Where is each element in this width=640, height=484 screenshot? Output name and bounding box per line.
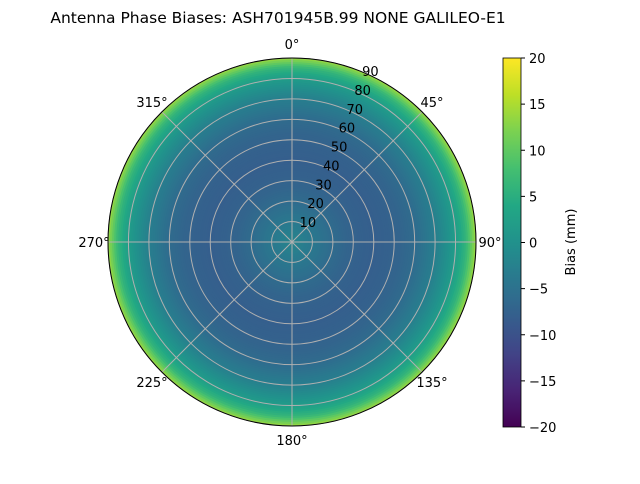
theta-gridline: [161, 241, 293, 373]
colorbar: [502, 57, 522, 428]
r-tick-label: 90: [362, 65, 379, 80]
theta-tick-label: 315°: [136, 96, 167, 111]
theta-tick-label: 0°: [285, 38, 300, 53]
colorbar-tick-label: −5: [529, 283, 548, 298]
theta-gridline: [161, 111, 293, 243]
r-tick-label: 20: [307, 197, 324, 212]
chart-title: Antenna Phase Biases: ASH701945B.99 NONE…: [50, 9, 505, 27]
theta-gridline: [291, 111, 423, 243]
polar-grid: [107, 57, 477, 427]
colorbar-tick-label: 15: [529, 98, 546, 113]
theta-tick-label: 225°: [136, 376, 167, 391]
polar-frame: [107, 57, 477, 427]
theta-gridline: [291, 241, 423, 373]
r-tick-label: 70: [346, 103, 363, 118]
theta-tick-labels: 0° 45° 90° 135° 180° 225° 270° 315°: [78, 38, 501, 449]
r-tick-label: 50: [331, 141, 348, 156]
r-tick-label: 60: [339, 122, 356, 137]
theta-tick-label: 270°: [78, 236, 109, 251]
r-tick-label: 30: [315, 178, 332, 193]
colorbar-label: Bias (mm): [564, 209, 579, 276]
colorbar-tick-label: 20: [529, 52, 546, 67]
colorbar-tick-label: 10: [529, 144, 546, 159]
theta-tick-label: 90°: [478, 236, 501, 251]
colorbar-tick-label: 0: [529, 237, 537, 252]
colorbar-ticks: 20 15 10 5 0 −5 −10 −15 −20: [521, 52, 556, 436]
r-tick-label: 40: [323, 159, 340, 174]
theta-tick-label: 45°: [420, 96, 443, 111]
r-tick-label: 10: [300, 216, 317, 231]
colorbar-tick-label: −10: [529, 329, 556, 344]
theta-tick-label: 180°: [276, 434, 307, 449]
r-tick-labels: 10 20 30 40 50 60 70 80 90: [300, 65, 379, 231]
colorbar-tick-label: −15: [529, 375, 556, 390]
colorbar-tick-label: −20: [529, 421, 556, 436]
r-tick-label: 80: [354, 84, 371, 99]
colorbar-tick-label: 5: [529, 190, 537, 205]
theta-tick-label: 135°: [416, 376, 447, 391]
